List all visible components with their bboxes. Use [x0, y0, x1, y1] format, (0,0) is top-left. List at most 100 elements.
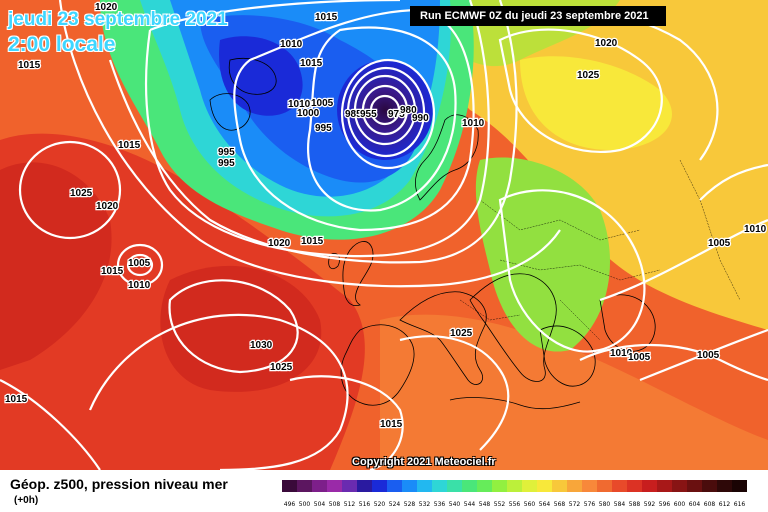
isobar-965 — [361, 84, 409, 136]
isobar-label: 1000 — [297, 108, 320, 119]
scale-label: 616 — [733, 501, 746, 508]
isobar-1020 — [58, 0, 561, 288]
weather-map: 1020 1015 1010 1015 1015 1010 1005 1000 … — [0, 0, 768, 470]
scale-label: 604 — [688, 501, 701, 508]
forecast-time: 2:00 locale — [8, 33, 116, 56]
isobar-1010-far-east — [699, 163, 768, 201]
isobar-label: 975 — [388, 109, 405, 120]
copyright-text: Copyright 2021 Meteociel.fr — [352, 456, 496, 468]
isobar-label: 1015 — [18, 60, 41, 71]
scale-swatch — [492, 480, 507, 492]
isobar-1005-east — [599, 218, 768, 302]
scale-swatch — [552, 480, 567, 492]
scale-swatch — [477, 480, 492, 492]
isobar-label: 1010 — [744, 224, 767, 235]
legend-footer: Géop. z500, pression niveau mer (+0h) 49… — [0, 470, 768, 512]
isobar-label: 1005 — [128, 258, 151, 269]
scale-swatch — [702, 480, 717, 492]
border-line — [559, 299, 601, 341]
isobar-label: 1015 — [300, 58, 323, 69]
greenland-coast — [228, 58, 277, 95]
z500-yellow-zone — [520, 56, 672, 150]
scale-swatch — [417, 480, 432, 492]
scale-swatch — [732, 480, 747, 492]
isobar-985 — [346, 66, 426, 158]
isobar-label: 1025 — [70, 188, 93, 199]
scale-swatch — [387, 480, 402, 492]
isobar-1030 — [168, 279, 299, 374]
scale-label: 572 — [568, 501, 581, 508]
isobar-label: 995 — [218, 158, 235, 169]
scale-label: 576 — [583, 501, 596, 508]
isobar-label: 1010 — [610, 348, 633, 359]
isobar-1025-west — [18, 140, 122, 240]
isobar-label: 1015 — [5, 394, 28, 405]
balkans-coast — [539, 325, 596, 387]
scale-label: 508 — [328, 501, 341, 508]
scale-label: 560 — [523, 501, 536, 508]
border-line — [499, 259, 661, 281]
scale-label: 528 — [403, 501, 416, 508]
border-line — [679, 159, 741, 301]
scale-label: 568 — [553, 501, 566, 508]
scale-label: 548 — [478, 501, 491, 508]
isobar-label: 995 — [315, 123, 332, 134]
isobar-label: 1015 — [380, 419, 403, 430]
border-line — [459, 299, 521, 321]
isobar-1015-south — [0, 379, 101, 470]
scale-swatch — [447, 480, 462, 492]
scale-label: 564 — [538, 501, 551, 508]
isobar-1020-central — [399, 335, 510, 451]
isobar-label: 985 — [345, 109, 362, 120]
isobar-1025-south — [88, 313, 349, 470]
scale-swatch — [297, 480, 312, 492]
scale-swatch — [567, 480, 582, 492]
isobar-label: 1025 — [450, 328, 473, 339]
isobar-label: 955 — [360, 109, 377, 120]
isobar-label: 1005 — [697, 350, 720, 361]
scale-label: 536 — [433, 501, 446, 508]
scale-swatch — [372, 480, 387, 492]
scale-swatch — [612, 480, 627, 492]
isobar-label: 1015 — [315, 12, 338, 23]
british-isles-coast — [342, 241, 374, 307]
color-scale-labels: 496 500 504 508 512 516 520 524 528 532 536 540 544 5… — [282, 501, 747, 509]
isobar-label: 990 — [412, 113, 429, 124]
isobar-label: 1010 — [280, 39, 303, 50]
scale-swatch — [717, 480, 732, 492]
scale-label: 588 — [628, 501, 641, 508]
isobar-label: 1005 — [628, 352, 651, 363]
z500-orange-zone — [380, 314, 768, 470]
isobar-1015 — [108, 0, 518, 264]
isobar-1005 — [233, 8, 475, 232]
scale-label: 544 — [463, 501, 476, 508]
isobar-label: 1015 — [301, 236, 324, 247]
scale-swatch — [312, 480, 327, 492]
scale-swatch — [432, 480, 447, 492]
scale-label: 592 — [643, 501, 656, 508]
scale-label: 584 — [613, 501, 626, 508]
scale-label: 600 — [673, 501, 686, 508]
isobar-995 — [307, 26, 457, 212]
iberia-coast — [340, 324, 415, 406]
isobar-975 — [353, 74, 417, 146]
scale-swatch — [582, 480, 597, 492]
scale-label: 524 — [388, 501, 401, 508]
scale-swatch — [507, 480, 522, 492]
isobar-labels: 1020 1015 1010 1015 1015 1010 1005 1000 … — [4, 1, 768, 432]
scandinavia-coast — [415, 114, 479, 201]
scale-label: 512 — [343, 501, 356, 508]
coastlines — [209, 58, 656, 410]
scale-label: 520 — [373, 501, 386, 508]
scale-label: 556 — [508, 501, 521, 508]
z500-core-blue — [219, 36, 303, 116]
forecast-date: jeudi 23 septembre 2021 — [8, 9, 228, 30]
border-line — [479, 199, 641, 241]
isobar-label: 1025 — [577, 70, 600, 81]
isobar-1005-southeast — [639, 328, 768, 382]
borders — [459, 159, 741, 341]
isobar-label: 1020 — [96, 201, 119, 212]
scale-swatch — [672, 480, 687, 492]
scale-swatch — [597, 480, 612, 492]
scale-swatch — [657, 480, 672, 492]
